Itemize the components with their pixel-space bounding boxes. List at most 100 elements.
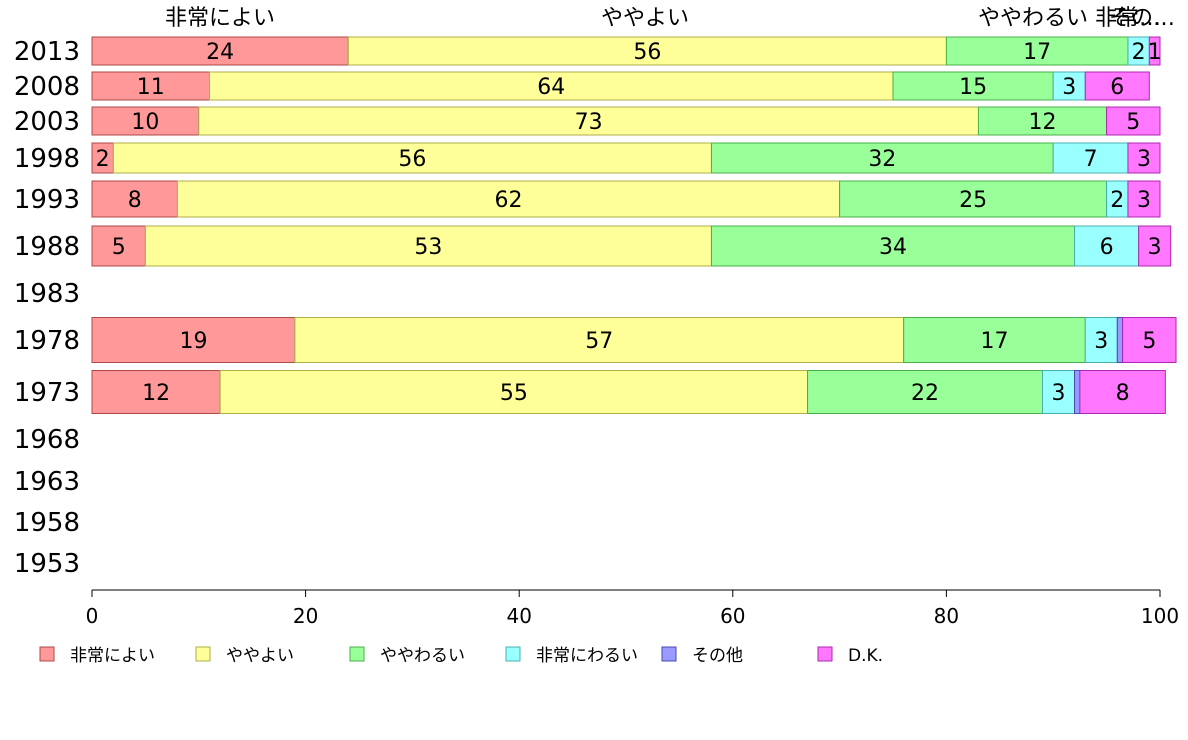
data-label: 8 [1116,381,1130,406]
bar-segment [198,106,979,136]
bar-segment [839,180,1108,218]
data-label: 10 [131,110,159,135]
data-label: 56 [633,40,661,65]
x-tick-label: 40 [506,604,531,628]
top-series-label: 非常によい [165,6,275,31]
category-label: 1988 [14,232,80,262]
bar-segment [91,317,296,363]
category-label: 1953 [14,549,80,579]
data-label: 5 [1142,329,1156,354]
data-label: 17 [980,329,1008,354]
bar-segment [1052,71,1086,101]
data-label: 15 [959,75,987,100]
data-label: 19 [179,329,207,354]
bar-segment [903,317,1086,363]
bar-segment [208,71,894,101]
category-label: 1963 [14,467,80,497]
data-label: 5 [1126,110,1140,135]
category-label: 1968 [14,425,80,455]
top-series-label: ややよい [601,6,689,31]
bar-segment [294,317,905,363]
legend-label: ややわるい [380,646,465,666]
data-label: 12 [142,381,170,406]
bar-segment [1148,36,1161,66]
bar-segment [347,36,947,66]
data-label: 3 [1137,147,1151,172]
data-label: 8 [128,188,142,213]
data-label: 2 [96,147,110,172]
data-label: 6 [1110,75,1124,100]
x-tick-label: 80 [934,604,959,628]
data-label: 22 [911,381,939,406]
bar-segment [91,71,210,101]
category-label: 1998 [14,144,80,174]
data-label: 57 [585,329,613,354]
data-label: 64 [537,75,565,100]
bar-segment [1084,71,1150,101]
data-label: 24 [206,40,234,65]
data-label: 73 [575,110,603,135]
bar-segment [710,142,1054,174]
data-label: 3 [1052,381,1066,406]
data-label: 17 [1023,40,1051,65]
category-label: 1978 [14,326,80,356]
category-label: 1973 [14,378,80,408]
bar-segment [1074,370,1081,414]
legend-swatch [661,646,677,662]
category-label: 2008 [14,72,80,102]
bar-segment [1052,142,1129,174]
data-label: 55 [500,381,528,406]
data-label: 25 [959,188,987,213]
category-label: 2003 [14,107,80,137]
bar-segment [91,36,349,66]
x-tick-label: 100 [1141,604,1179,628]
x-tick-label: 20 [293,604,318,628]
top-series-label: 非常… [1095,6,1161,31]
category-label: 2013 [14,37,80,67]
data-label: 3 [1148,235,1162,260]
data-label: 62 [495,188,523,213]
data-label: 6 [1100,235,1114,260]
bar-segment [1127,180,1161,218]
data-label: 2 [1132,40,1146,65]
top-series-label: その… [1109,6,1175,31]
data-label: 7 [1084,147,1098,172]
legend-swatch [39,646,55,662]
legend-swatch [349,646,365,662]
bar-segment [1116,317,1124,363]
legend-label: 非常にわるい [536,646,638,666]
data-label: 1 [1148,40,1162,65]
legend-label: 非常によい [70,646,155,666]
legend-label: その他 [692,646,743,666]
data-label: 2 [1110,188,1124,213]
data-label: 3 [1094,329,1108,354]
data-label: 32 [868,147,896,172]
bar-segment [1042,370,1076,414]
data-label: 56 [398,147,426,172]
bar-segment [977,106,1108,136]
top-series-label: ややわるい [978,6,1088,31]
legend-label: ややよい [226,646,294,666]
bar-segment [1138,225,1172,267]
bar-segment [144,225,712,267]
data-label: 12 [1029,110,1057,135]
bar-segment [91,225,146,267]
legend-swatch [817,646,833,662]
bar-segment [945,36,1129,66]
data-label: 34 [879,235,907,260]
category-label: 1993 [14,185,80,215]
category-label: 1983 [14,279,80,309]
data-label: 5 [112,235,126,260]
bar-segment [176,180,841,218]
legend-label: D.K. [848,646,883,666]
bar-segment [1079,370,1166,414]
bar-segment [807,370,1044,414]
category-label: 1958 [14,508,80,538]
x-tick-label: 0 [86,604,99,628]
bar-segment [892,71,1054,101]
bar-segment [710,225,1076,267]
bar-segment [219,370,809,414]
data-label: 11 [137,75,165,100]
